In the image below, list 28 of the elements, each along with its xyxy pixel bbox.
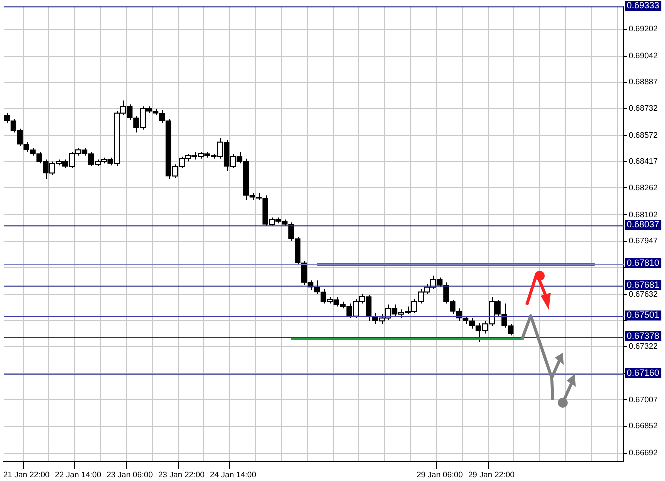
x-tick-label: 21 Jan 22:00 [3,470,50,480]
y-tick-label: 0.67947 [629,236,658,246]
ref-line-label: 0.68037 [627,220,660,230]
ref-line-label: 0.67681 [627,280,660,290]
y-tick-label: 0.67007 [629,395,658,404]
y-tick-label: 0.68572 [629,130,658,140]
y-tick-label: 0.66852 [629,422,658,431]
ref-line-label: 0.69333 [627,0,660,11]
y-tick-label: 0.66692 [629,448,658,458]
ref-line-label: 0.67160 [627,368,660,378]
x-tick-label: 29 Jan 06:00 [416,470,464,480]
x-tick-label: 29 Jan 22:00 [468,470,516,480]
x-tick-label: 22 Jan 14:00 [55,470,102,480]
y-tick-label: 0.68262 [629,183,658,192]
x-tick-label: 23 Jan 22:00 [158,470,206,480]
ref-line-label: 0.67501 [627,310,660,320]
y-tick-label: 0.68417 [629,157,658,166]
y-tick-label: 0.68102 [629,210,658,220]
y-tick-label: 0.68732 [629,104,658,113]
y-tick-label: 0.67632 [629,290,658,299]
y-tick-label: 0.69202 [629,24,658,34]
y-tick-label: 0.69042 [629,52,658,61]
y-tick-label: 0.67322 [629,342,658,352]
x-tick-label: 24 Jan 14:00 [210,470,257,480]
y-tick-label: 0.68887 [629,78,658,87]
ref-line-label: 0.67810 [627,258,660,268]
ref-line-label: 0.67378 [627,331,660,342]
x-tick-label: 23 Jan 06:00 [106,470,154,480]
